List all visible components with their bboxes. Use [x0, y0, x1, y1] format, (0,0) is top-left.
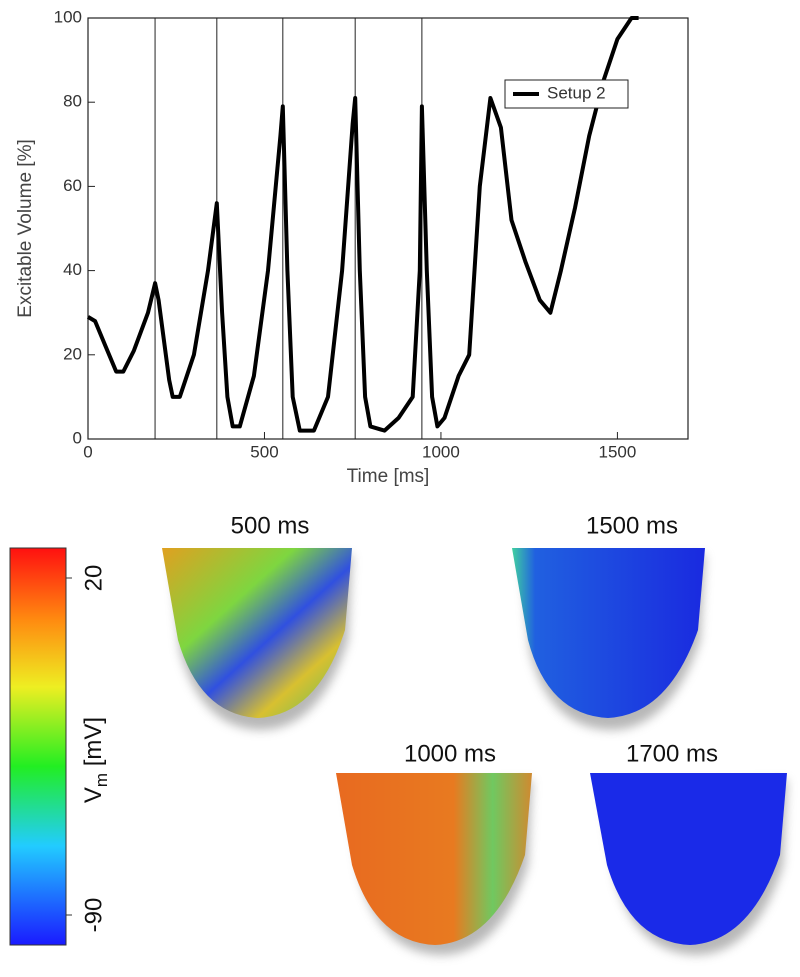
panel-label: 1000 ms: [404, 740, 496, 767]
x-tick-label: 500: [250, 442, 278, 461]
colorbar-tick-label: 20: [80, 565, 107, 592]
y-tick-label: 40: [63, 260, 82, 279]
x-tick-label: 0: [83, 442, 92, 461]
colorbar: [9, 547, 67, 946]
y-tick-label: 100: [54, 7, 82, 26]
plot-frame: [87, 17, 689, 440]
colorbar-label: Vm [mV]: [80, 717, 111, 803]
heart-1000: [336, 773, 532, 945]
heart-1500: [512, 548, 705, 718]
x-tick-label: 1500: [598, 442, 636, 461]
y-tick-label: 60: [63, 176, 82, 195]
colorbar-label-main: V: [80, 787, 107, 803]
y-tick-label: 20: [63, 344, 82, 363]
y-axis-label: Excitable Volume [%]: [15, 139, 36, 317]
panel-label: 1500 ms: [586, 512, 678, 539]
legend-label: Setup 2: [547, 83, 606, 102]
colorbar-label-unit: [mV]: [80, 717, 107, 766]
y-tick-label: 80: [63, 92, 82, 111]
heart-1700: [590, 773, 787, 945]
panel-label: 1700 ms: [626, 740, 718, 767]
heart-500: [162, 548, 352, 718]
colorbar-label-sub: m: [92, 773, 111, 787]
y-tick-label: 0: [73, 428, 82, 447]
legend: Setup 2: [504, 79, 629, 109]
panel-label: 500 ms: [231, 512, 310, 539]
heart-panels: 500 ms 1500 ms 1000 ms 1700 ms Vm [mV] -…: [9, 512, 787, 955]
colorbar-tick-label: -90: [80, 898, 107, 933]
data-line: [86, 16, 639, 433]
x-tick-label: 1000: [422, 442, 460, 461]
x-axis-label: Time [ms]: [347, 466, 430, 487]
